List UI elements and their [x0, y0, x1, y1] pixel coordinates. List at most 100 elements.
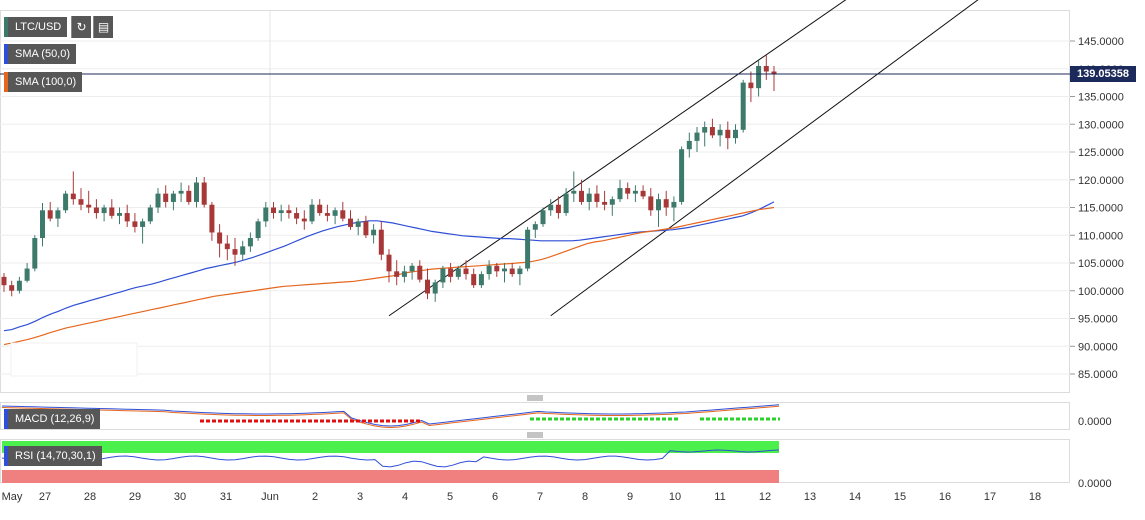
candle — [555, 196, 561, 219]
candle — [340, 201, 346, 222]
candle-body — [763, 65, 769, 72]
candle-body — [209, 204, 215, 233]
symbol-label[interactable]: LTC/USD — [4, 17, 68, 37]
candle-body — [401, 271, 407, 277]
candle-body — [117, 213, 122, 216]
candle-body — [63, 193, 69, 211]
candle — [247, 232, 253, 252]
candle-body — [24, 268, 30, 281]
trend-channel — [388, 0, 979, 317]
x-tick-label: 16 — [939, 491, 951, 503]
candle-body — [394, 271, 400, 277]
candle-body — [16, 280, 22, 291]
candle-body — [32, 238, 38, 269]
rsi-series — [1, 449, 780, 468]
candle — [278, 204, 284, 222]
candle-body — [417, 265, 423, 280]
macd-label[interactable]: MACD (12,26,9) — [4, 409, 101, 429]
last-price-tag: 139.05358 — [1070, 66, 1136, 82]
x-tick-label: 28 — [84, 491, 96, 503]
refresh-icon[interactable]: ↻ — [71, 16, 91, 38]
candle — [632, 185, 638, 202]
x-axis: May 27 28 29 30 31 Jun 2 3 4 5 6 7 8 9 10 11 12 13 14 15 16 17… — [2, 491, 1042, 503]
x-tick-label: 18 — [1029, 491, 1041, 503]
candle — [86, 190, 92, 214]
candle — [255, 218, 261, 241]
candle-body — [478, 274, 484, 286]
candle — [717, 124, 723, 147]
y-tick-label: 120.0000 — [1078, 175, 1124, 187]
candle-body — [409, 265, 415, 272]
y-tick-label: 115.0000 — [1078, 203, 1123, 215]
candle — [725, 121, 731, 150]
candle-body — [247, 238, 253, 247]
candle-body — [47, 210, 53, 219]
candle — [740, 79, 746, 133]
x-tick-label: 11 — [714, 491, 725, 503]
y-tick-label: 85.0000 — [1078, 369, 1118, 381]
candle — [625, 182, 631, 200]
pane-divider[interactable] — [527, 432, 543, 438]
candle-body — [147, 207, 153, 222]
candle-body — [748, 82, 754, 89]
x-tick-label: 9 — [627, 491, 633, 503]
candle-body — [502, 268, 507, 272]
candle-body — [617, 188, 623, 200]
candle — [217, 224, 223, 258]
grid — [0, 11, 1070, 392]
candle — [109, 199, 115, 219]
candle-body — [124, 213, 130, 222]
candle-body — [201, 182, 207, 205]
candle — [16, 276, 22, 294]
blank-box — [10, 342, 138, 377]
candle — [671, 196, 677, 222]
candle-body — [78, 199, 84, 205]
symbol-text: LTC/USD — [15, 21, 62, 33]
x-tick-label: 17 — [984, 491, 996, 503]
candle-body — [140, 221, 146, 227]
x-tick-label: 4 — [402, 491, 408, 503]
candle — [771, 65, 777, 91]
candle — [363, 215, 369, 239]
sma50-label[interactable]: SMA (50,0) — [4, 44, 77, 64]
sma50-text: SMA (50,0) — [15, 48, 71, 60]
rsi-label[interactable]: RSI (14,70,30,1) — [4, 446, 102, 466]
candle — [371, 224, 377, 244]
candle — [686, 132, 692, 158]
candle — [63, 190, 69, 214]
candle — [586, 188, 592, 211]
candle — [471, 268, 477, 288]
candle — [170, 190, 176, 211]
pane-divider[interactable] — [527, 395, 543, 401]
rsi-overbought-zone — [2, 441, 779, 453]
candle — [124, 204, 130, 227]
candle — [401, 265, 407, 283]
candle-body — [332, 210, 338, 216]
candle-body — [632, 190, 638, 194]
rsi-neutral-zone — [2, 453, 779, 470]
candle — [440, 265, 446, 288]
main-plot-area — [0, 10, 1070, 393]
candle — [263, 201, 269, 227]
candle-body — [463, 268, 469, 275]
y-tick-label: 130.0000 — [1078, 119, 1124, 131]
candle-body — [609, 199, 615, 205]
candle-body — [548, 204, 554, 211]
candle-body — [486, 265, 492, 275]
candle — [432, 279, 438, 302]
sma100-label[interactable]: SMA (100,0) — [4, 72, 83, 92]
sma50-swatch — [4, 44, 8, 64]
candle-body — [294, 213, 300, 219]
candle — [224, 235, 230, 261]
y-axis: 145.0000140.0000135.0000130.0000125.0000… — [1070, 36, 1124, 381]
candle-body — [355, 221, 361, 227]
candle-body — [579, 190, 584, 202]
candle — [232, 238, 238, 266]
candle — [517, 265, 523, 286]
macd-pane — [0, 402, 1070, 430]
settings-icon[interactable]: ▤ — [93, 16, 113, 38]
candle — [579, 179, 584, 205]
candle-body — [301, 218, 307, 222]
candle-body — [363, 221, 369, 236]
